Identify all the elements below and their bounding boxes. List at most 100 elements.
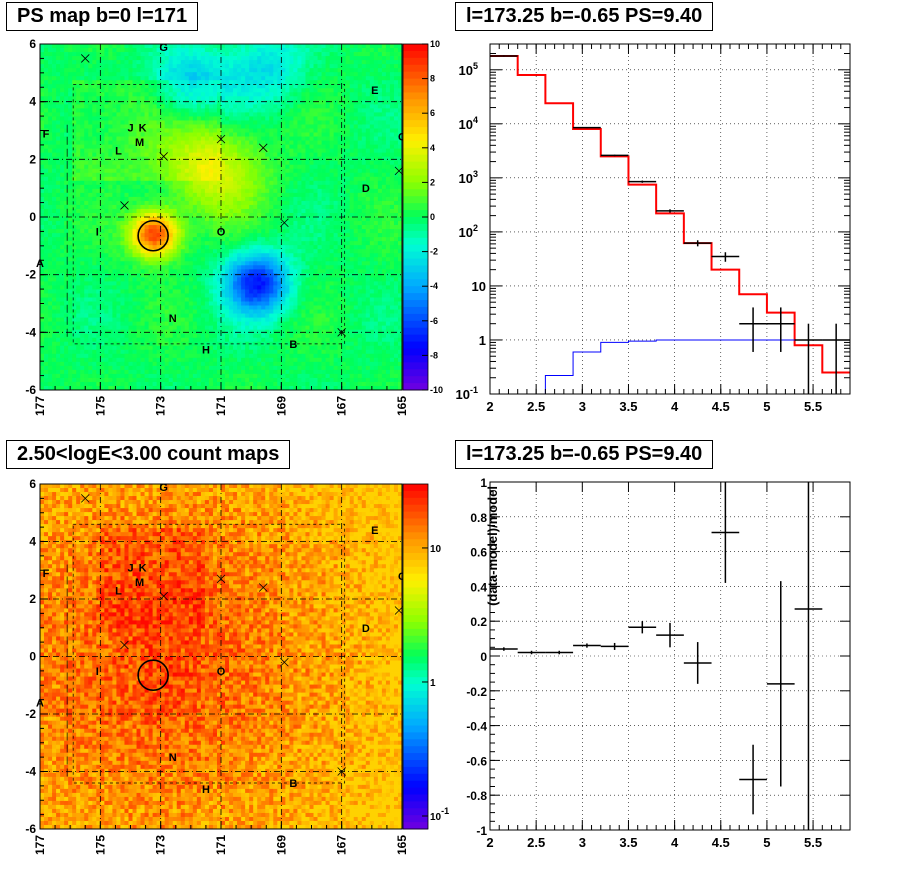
heatmap-cell: [48, 172, 53, 178]
heatmap-cell: [229, 301, 234, 306]
heatmap-cell: [168, 233, 174, 238]
heatmap-cell: [269, 92, 274, 97]
heatmap-cell: [261, 136, 266, 141]
heatmap-cell: [148, 301, 154, 306]
heatmap-cell: [116, 289, 121, 294]
heatmap-cell: [40, 168, 45, 174]
heatmap-cell: [156, 44, 162, 49]
heatmap-cell: [136, 385, 141, 391]
heatmap-cell: [124, 373, 129, 379]
heatmap-cell: [124, 64, 129, 69]
heatmap-cell: [229, 289, 234, 294]
heatmap-cell: [56, 180, 61, 186]
heatmap-cell: [253, 56, 258, 61]
heatmap-cell: [208, 180, 214, 186]
heatmap-cell: [208, 164, 214, 170]
heatmap-cell: [237, 168, 242, 174]
heatmap-cell: [108, 221, 113, 226]
heatmap-cell: [269, 301, 274, 306]
heatmap-cell: [221, 253, 226, 258]
heatmap-cell: [136, 221, 141, 226]
heatmap-cell: [237, 56, 242, 61]
heatmap-cell: [140, 140, 145, 145]
heatmap-cell: [160, 44, 166, 49]
heatmap-cell: [156, 381, 162, 387]
heatmap-cell: [221, 321, 226, 327]
heatmap-cell: [72, 261, 77, 266]
heatmap-cell: [56, 337, 61, 343]
heatmap-cell: [241, 52, 246, 57]
heatmap-cell: [76, 160, 81, 166]
heatmap-cell: [265, 377, 270, 383]
heatmap-cell: [172, 313, 178, 318]
heatmap-cell: [144, 301, 149, 306]
heatmap-cell: [88, 277, 93, 282]
heatmap-cell: [192, 265, 198, 270]
heatmap-cell: [40, 48, 45, 53]
heatmap-cell: [164, 269, 170, 274]
heatmap-cell: [273, 68, 278, 73]
heatmap-cell: [196, 176, 202, 182]
heatmap-cell: [233, 48, 238, 53]
heatmap-cell: [237, 273, 242, 278]
heatmap-cell: [128, 144, 133, 149]
heatmap-cell: [100, 196, 105, 202]
heatmap-cell: [76, 96, 81, 101]
heatmap-cell: [100, 357, 105, 363]
heatmap-cell: [221, 361, 226, 367]
heatmap-cell: [253, 52, 258, 57]
heatmap-cell: [88, 361, 93, 367]
heatmap-cell: [196, 241, 202, 246]
heatmap-cell: [196, 233, 202, 238]
heatmap-cell: [48, 156, 53, 162]
heatmap-cell: [144, 329, 149, 335]
heatmap-cell: [208, 305, 214, 310]
heatmap-cell: [80, 116, 85, 121]
heatmap-cell: [124, 217, 129, 222]
heatmap-cell: [156, 361, 162, 367]
heatmap-cell: [172, 128, 178, 133]
heatmap-cell: [100, 84, 105, 89]
heatmap-cell: [88, 168, 93, 174]
heatmap-cell: [208, 381, 214, 387]
heatmap-cell: [104, 225, 109, 230]
heatmap-cell: [120, 301, 125, 306]
heatmap-cell: [216, 88, 222, 93]
heatmap-cell: [212, 309, 218, 314]
heatmap-cell: [136, 60, 141, 65]
heatmap-cell: [164, 365, 170, 371]
heatmap-cell: [192, 84, 198, 89]
heatmap-cell: [60, 160, 65, 166]
heatmap-cell: [80, 140, 85, 145]
heatmap-cell: [221, 172, 226, 178]
heatmap-cell: [229, 144, 234, 149]
heatmap-cell: [168, 265, 174, 270]
heatmap-cell: [128, 225, 133, 230]
heatmap-cell: [56, 72, 61, 77]
heatmap-cell: [241, 249, 246, 254]
heatmap-cell: [229, 200, 234, 206]
heatmap-cell: [216, 124, 222, 129]
heatmap-cell: [184, 172, 190, 178]
heatmap-cell: [261, 172, 266, 178]
heatmap-cell: [52, 281, 57, 286]
heatmap-cell: [265, 176, 270, 182]
heatmap-cell: [44, 357, 49, 363]
heatmap-cell: [241, 217, 246, 222]
heatmap-cell: [112, 48, 117, 53]
heatmap-cell: [40, 273, 45, 278]
heatmap-cell: [60, 265, 65, 270]
heatmap-cell: [160, 325, 166, 331]
heatmap-cell: [52, 229, 57, 234]
heatmap-cell: [120, 160, 125, 166]
heatmap-cell: [249, 104, 254, 109]
heatmap-cell: [152, 72, 158, 77]
heatmap-cell: [104, 80, 109, 85]
heatmap-cell: [156, 68, 162, 73]
heatmap-cell: [124, 136, 129, 141]
heatmap-cell: [104, 245, 109, 250]
heatmap-cell: [112, 172, 117, 178]
heatmap-cell: [124, 225, 129, 230]
heatmap-cell: [132, 305, 137, 310]
heatmap-cell: [257, 353, 262, 359]
